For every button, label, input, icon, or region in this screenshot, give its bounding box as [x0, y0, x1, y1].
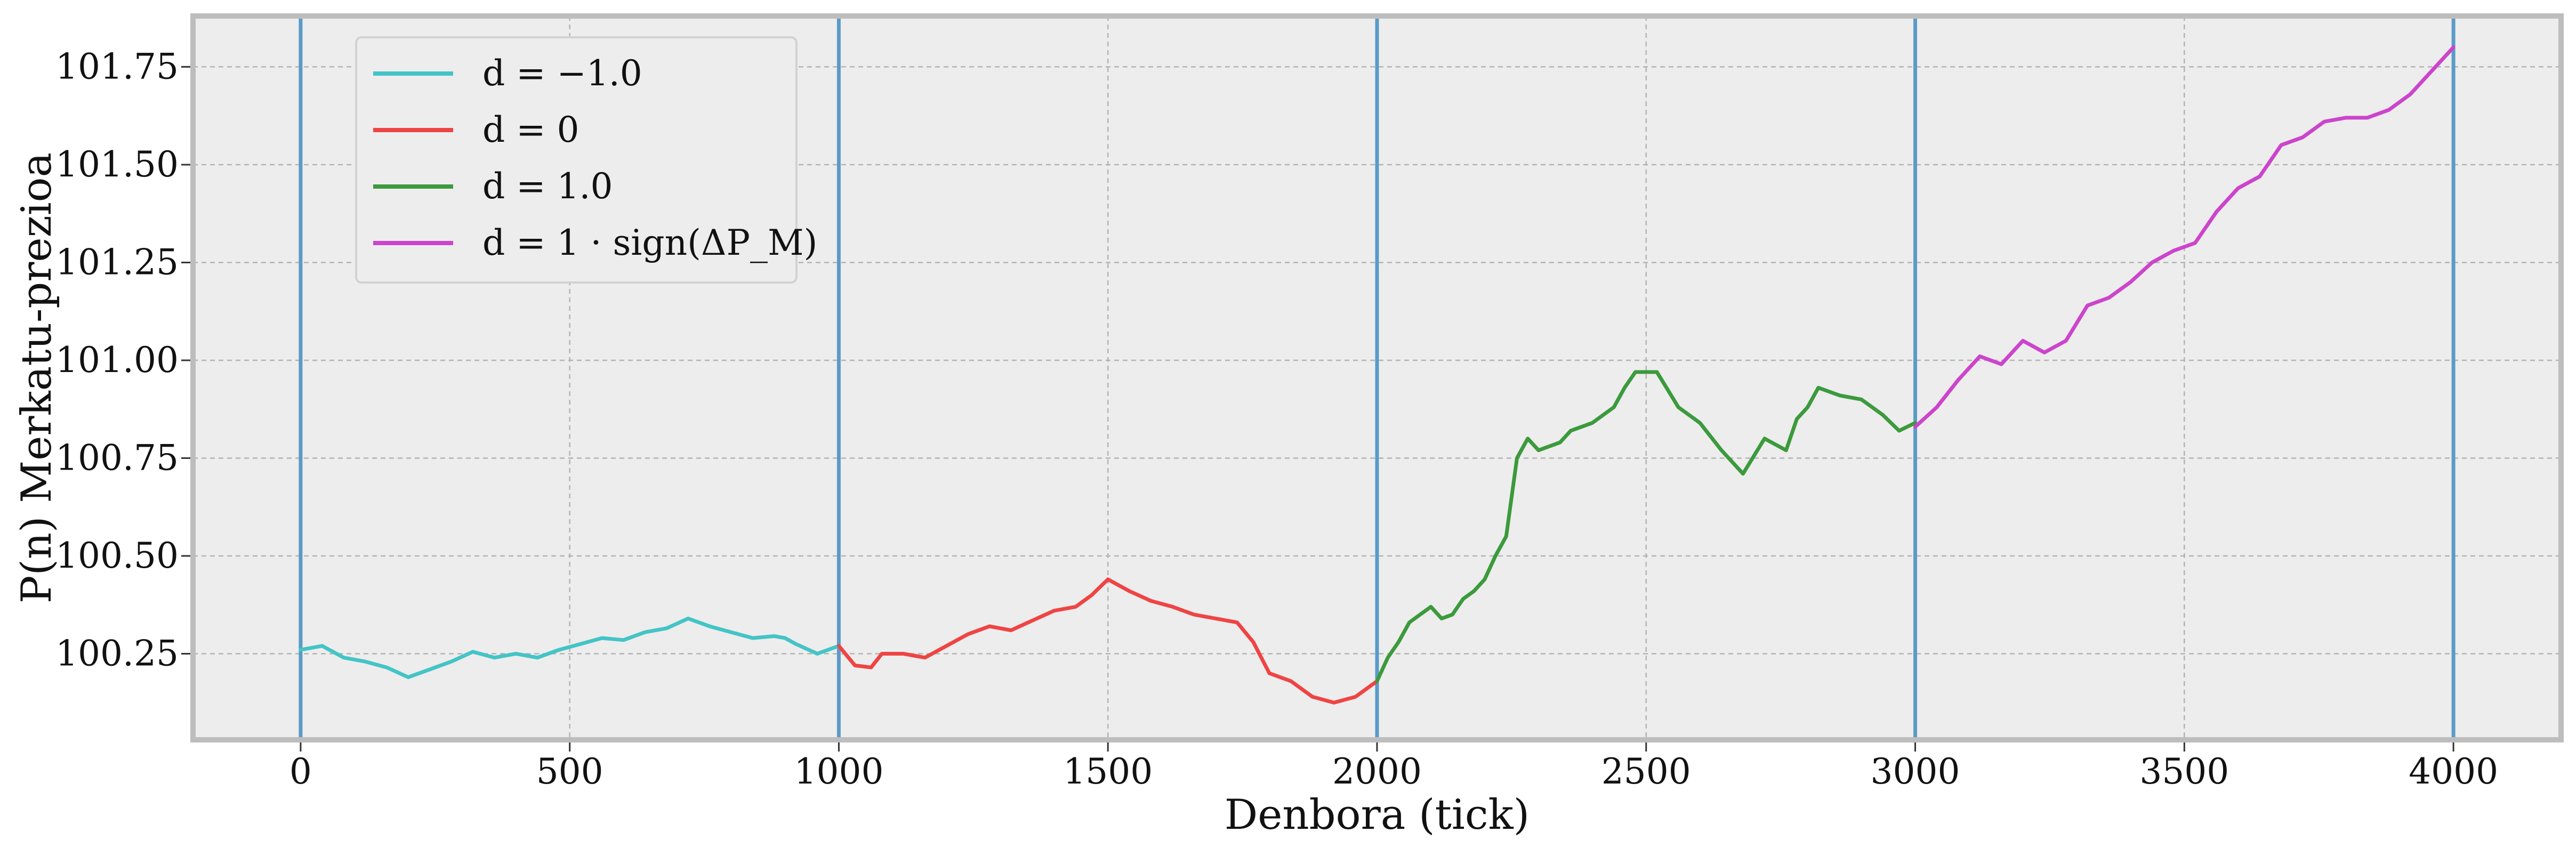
series-line-3 — [1375, 370, 1917, 683]
x-tick-label: 0 — [289, 751, 312, 792]
y-tick-label: 101.75 — [55, 46, 179, 87]
y-axis-title: P(n) Merkatu-prezioa — [13, 152, 61, 603]
series-lines — [299, 45, 2456, 705]
x-tick-label: 2500 — [1601, 751, 1691, 792]
legend-label: d = 1 · sign(ΔP_M) — [482, 222, 817, 263]
y-tick-label: 100.75 — [55, 437, 179, 478]
legend: d = −1.0 d = 0 d = 1.0 d = 1 · sign(ΔP_M) — [355, 36, 817, 284]
x-tick-label: 1000 — [794, 751, 883, 792]
x-axis-ticks: 0 500 1000 1500 2000 2500 3000 3500 4000 — [289, 742, 2498, 792]
y-axis-ticks: 100.25 100.50 100.75 101.00 101.25 101.50 101.… — [55, 46, 190, 674]
y-tick-label: 100.25 — [55, 633, 179, 674]
x-tick-label: 4000 — [2409, 751, 2498, 792]
plot-frame — [190, 13, 2564, 742]
vertical-lines — [299, 16, 2456, 740]
legend-label: d = −1.0 — [482, 53, 642, 94]
series-line-4 — [1913, 45, 2456, 429]
x-tick-label: 2000 — [1332, 751, 1422, 792]
x-tick-label: 500 — [536, 751, 603, 792]
y-tick-label: 101.00 — [55, 340, 179, 381]
legend-box — [355, 36, 798, 284]
x-tick-label: 3500 — [2139, 751, 2229, 792]
x-axis-title: Denbora (tick) — [1225, 791, 1530, 839]
series-line-2 — [837, 577, 1379, 705]
series-line-1 — [299, 616, 841, 680]
y-tick-label: 101.25 — [55, 241, 179, 282]
x-tick-label: 3000 — [1871, 751, 1960, 792]
legend-label: d = 0 — [482, 109, 579, 150]
y-tick-label: 100.50 — [55, 535, 179, 576]
legend-label: d = 1.0 — [482, 166, 613, 207]
y-tick-label: 101.50 — [55, 144, 179, 185]
x-tick-label: 1500 — [1063, 751, 1153, 792]
